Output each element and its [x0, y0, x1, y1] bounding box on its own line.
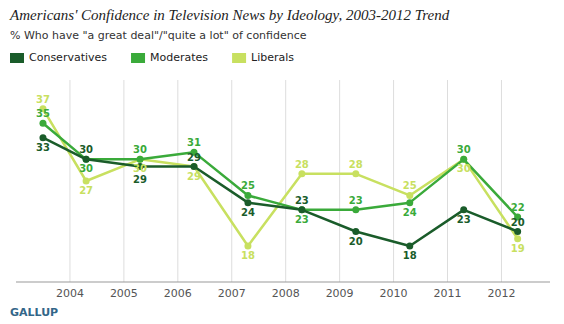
point: [406, 192, 413, 199]
x-tick-label: 2011: [434, 287, 462, 300]
title: Americans' Confidence in Television News…: [9, 7, 450, 23]
point: [460, 206, 467, 213]
point: [83, 156, 90, 163]
grid-line: [393, 80, 394, 282]
legend-label: Moderates: [150, 51, 208, 64]
x-tick-label: 2005: [110, 287, 138, 300]
grid-line: [177, 80, 178, 282]
data-label: 23: [349, 195, 363, 206]
point: [137, 156, 144, 163]
legend: Conservatives Moderates Liberals: [10, 51, 294, 64]
data-label: 35: [36, 108, 50, 119]
data-label: 25: [403, 180, 417, 191]
grid-line: [339, 80, 340, 282]
grid-line: [123, 80, 124, 282]
data-label: 20: [349, 236, 363, 247]
point: [39, 120, 46, 127]
data-label: 29: [133, 174, 147, 185]
grid-line: [69, 80, 70, 282]
x-tick-label: 2010: [380, 287, 408, 300]
series-line: [43, 138, 518, 246]
data-label: 22: [511, 202, 525, 213]
point: [298, 206, 305, 213]
grid-line: [285, 80, 286, 282]
point: [406, 199, 413, 206]
data-label: 23: [457, 214, 471, 225]
point: [191, 163, 198, 170]
data-label: 30: [79, 144, 93, 155]
point: [460, 156, 467, 163]
annotation: GALLUP: [10, 306, 58, 319]
x-ticks: 2004 2005 2006 2007 2008 2009 2010 2011 2012: [56, 287, 516, 300]
point: [352, 206, 359, 213]
point: [352, 170, 359, 177]
data-label: 24: [403, 207, 417, 218]
point: [298, 206, 305, 213]
point: [137, 156, 144, 163]
point: [298, 170, 305, 177]
point: [83, 178, 90, 185]
data-label: 33: [36, 142, 50, 153]
x-axis: [16, 282, 550, 283]
point: [514, 228, 521, 235]
data-label: 28: [295, 159, 309, 170]
data-label: 37: [36, 94, 50, 105]
point: [514, 235, 521, 242]
grid-line: [447, 80, 448, 282]
subtitle: % Who have "a great deal"/"quite a lot" …: [10, 29, 307, 42]
series-line: [43, 123, 518, 217]
x-tick-label: 2009: [326, 287, 354, 300]
data-label: 19: [511, 243, 525, 254]
chart: Americans' Confidence in Television News…: [0, 0, 564, 324]
point: [83, 156, 90, 163]
data-label: 24: [241, 207, 255, 218]
legend-swatch: [232, 53, 246, 63]
data-label: 30: [457, 144, 471, 155]
plot: [39, 105, 521, 249]
data-label: 18: [403, 250, 417, 261]
point: [39, 134, 46, 141]
x-tick-label: 2006: [164, 287, 192, 300]
data-label: 31: [187, 137, 201, 148]
data-label: 23: [295, 195, 309, 206]
point: [352, 228, 359, 235]
x-tick-label: 2012: [487, 287, 515, 300]
data-label: 23: [295, 214, 309, 225]
legend-label: Conservatives: [29, 51, 107, 64]
point: [244, 192, 251, 199]
data-label: 30: [79, 163, 93, 174]
data-label: 25: [241, 180, 255, 191]
grid-line: [501, 80, 502, 282]
x-tick-label: 2004: [56, 287, 84, 300]
data-label: 30: [457, 163, 471, 174]
point: [244, 199, 251, 206]
point: [244, 242, 251, 249]
data-label: 18: [241, 250, 255, 261]
data-label: 20: [511, 217, 525, 228]
data-label: 29: [187, 152, 201, 163]
data-label: 27: [79, 185, 93, 196]
x-tick-label: 2007: [218, 287, 246, 300]
point: [406, 242, 413, 249]
data-label: 30: [133, 163, 147, 174]
legend-swatch: [10, 53, 24, 63]
data-label: 29: [187, 171, 201, 182]
point: [460, 156, 467, 163]
point: [191, 163, 198, 170]
data-label: 28: [349, 159, 363, 170]
data-label: 30: [133, 144, 147, 155]
legend-swatch: [131, 53, 145, 63]
series-line: [43, 109, 518, 246]
data-labels: 3735333030273030293129292524182823232823…: [36, 94, 525, 261]
legend-label: Liberals: [251, 51, 294, 64]
x-tick-label: 2008: [272, 287, 300, 300]
